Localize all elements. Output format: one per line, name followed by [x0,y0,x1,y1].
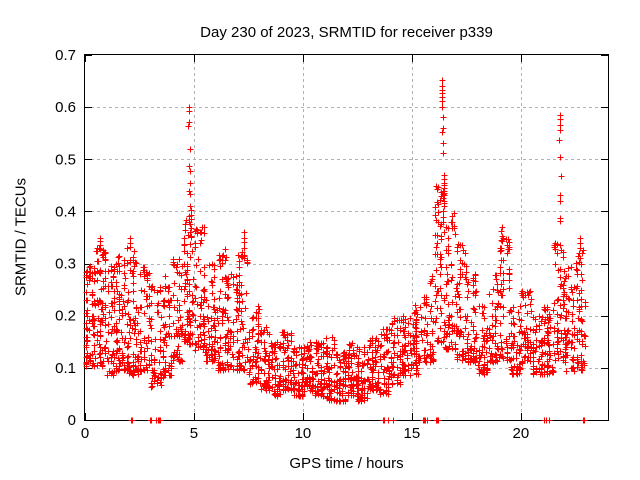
chart-title: Day 230 of 2023, SRMTID for receiver p33… [200,24,493,41]
y-tick-label: 0.4 [55,203,76,220]
y-tick-label: 0.3 [55,256,76,273]
x-tick-label: 5 [190,425,198,442]
y-tick-label: 0.7 [55,47,76,64]
plot-border [84,54,609,421]
x-tick-label: 10 [295,425,312,442]
x-axis-label: GPS time / hours [289,455,404,472]
x-tick-label: 20 [512,425,529,442]
y-tick-label: 0 [68,412,76,429]
y-tick-label: 0.5 [55,151,76,168]
y-tick-label: 0.6 [55,99,76,116]
y-axis-label: SRMTID / TECUs [12,177,30,297]
y-tick-label: 0.2 [55,308,76,325]
x-tick-label: 0 [81,425,89,442]
y-tick-label: 0.1 [55,360,76,377]
scatter-points [83,77,589,424]
x-tick-label: 15 [404,425,421,442]
